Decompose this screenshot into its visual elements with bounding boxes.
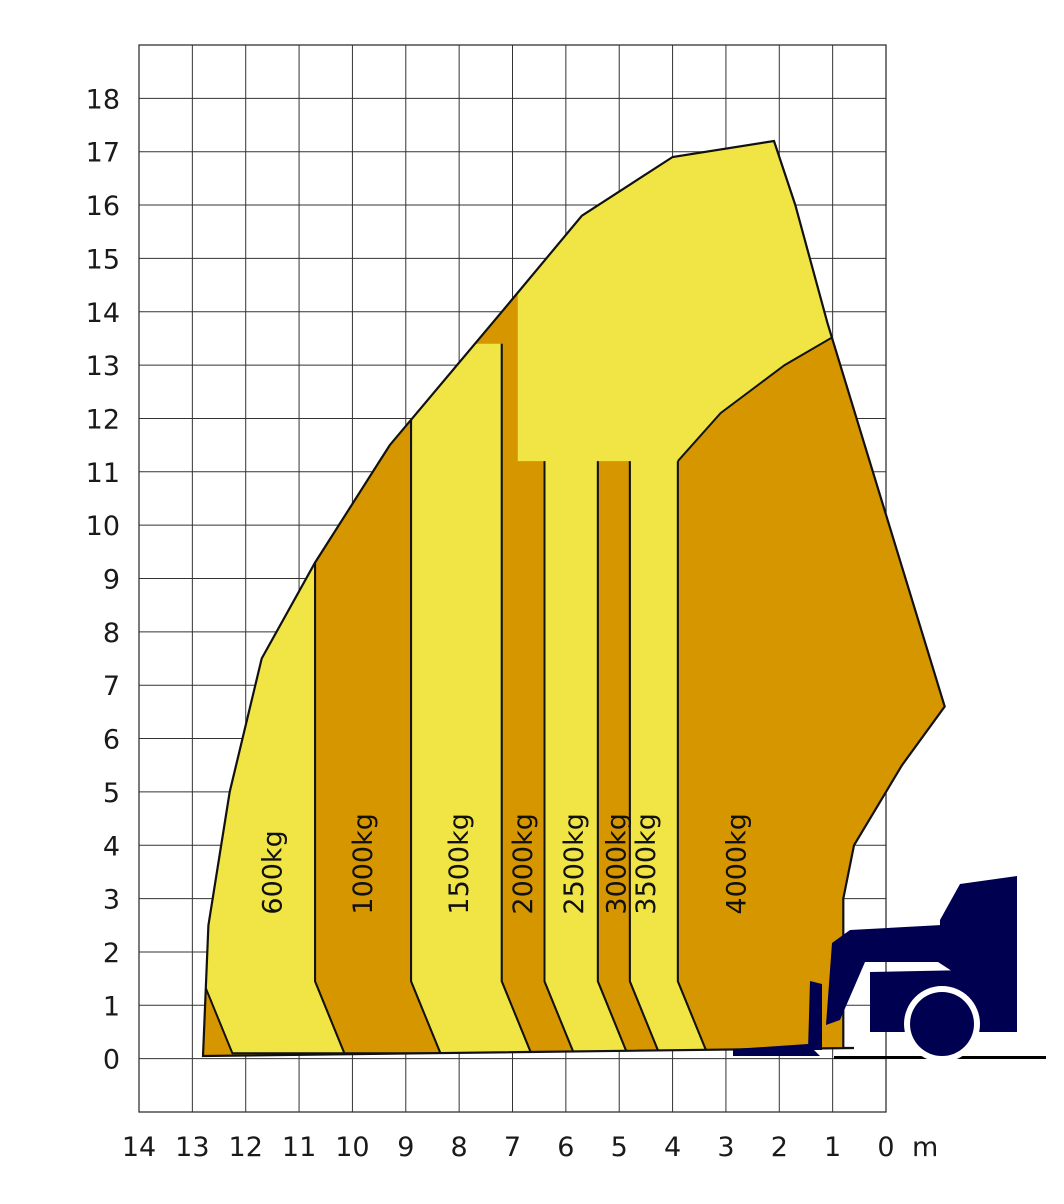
y-tick-label: 14 bbox=[86, 298, 120, 329]
x-tick-label: 6 bbox=[557, 1132, 574, 1163]
x-tick-label: 5 bbox=[611, 1132, 628, 1163]
y-tick-label: 18 bbox=[86, 84, 120, 115]
fork-tine bbox=[733, 1044, 820, 1056]
telehandler-silhouette bbox=[733, 876, 1046, 1062]
x-tick-label: 4 bbox=[664, 1132, 681, 1163]
zone-label: 2500kg bbox=[559, 813, 590, 915]
zone-labels: 600kg 1000kg 1500kg 2000kg 2500kg 3000kg3500k… bbox=[257, 813, 752, 915]
y-tick-label: 2 bbox=[103, 938, 120, 969]
y-tick-label: 10 bbox=[86, 511, 120, 542]
x-tick-label: 0 bbox=[877, 1132, 894, 1163]
y-tick-label: 5 bbox=[103, 778, 120, 809]
zone-label: 4000kg bbox=[722, 813, 753, 915]
front-wheel-tire bbox=[910, 992, 974, 1056]
x-tick-label: 13 bbox=[175, 1132, 209, 1163]
y-tick-label: 17 bbox=[86, 138, 120, 169]
y-tick-label: 4 bbox=[103, 831, 120, 862]
x-tick-label: 8 bbox=[451, 1132, 468, 1163]
zone-cap-fill bbox=[517, 141, 945, 462]
working-envelope bbox=[201, 139, 946, 1058]
y-tick-label: 12 bbox=[86, 404, 120, 435]
x-tick-label: 10 bbox=[335, 1132, 369, 1163]
y-tick-label: 15 bbox=[86, 244, 120, 275]
y-tick-label: 16 bbox=[86, 191, 120, 222]
zone-cap-line bbox=[677, 326, 850, 462]
x-tick-label: 9 bbox=[397, 1132, 414, 1163]
zone-label: 1000kg bbox=[348, 813, 379, 915]
x-tick-label: 14 bbox=[122, 1132, 156, 1163]
x-tick-label: 2 bbox=[771, 1132, 788, 1163]
x-tick-label: 3 bbox=[717, 1132, 734, 1163]
x-unit-label: m bbox=[912, 1132, 938, 1163]
y-tick-label: 3 bbox=[103, 885, 120, 916]
y-tick-label: 6 bbox=[103, 725, 120, 756]
zone-label: 3000kg bbox=[602, 813, 633, 915]
y-tick-label: 13 bbox=[86, 351, 120, 382]
zone-label: 3500kg bbox=[631, 813, 662, 915]
envelope-outline bbox=[201, 139, 946, 1058]
y-tick-label: 9 bbox=[103, 565, 120, 596]
x-tick-label: 7 bbox=[504, 1132, 521, 1163]
x-tick-label: 1 bbox=[824, 1132, 841, 1163]
carriage bbox=[808, 981, 822, 1050]
zone-label: 1500kg bbox=[444, 813, 475, 915]
x-tick-label: 11 bbox=[282, 1132, 316, 1163]
cab bbox=[940, 876, 1017, 930]
zone-label: 600kg bbox=[257, 830, 288, 914]
y-tick-label: 7 bbox=[103, 671, 120, 702]
zone-label: 2000kg bbox=[508, 813, 539, 915]
boom-arm bbox=[826, 924, 1017, 1025]
y-tick-label: 1 bbox=[103, 991, 120, 1022]
y-tick-label: 0 bbox=[103, 1045, 120, 1076]
x-tick-label: 12 bbox=[229, 1132, 263, 1163]
y-tick-label: 11 bbox=[86, 458, 120, 489]
y-tick-label: 8 bbox=[103, 618, 120, 649]
x-axis-ticks: 14 13 12 11 10 9 8 7 6 5 4 3 2 1 0 bbox=[122, 1132, 895, 1163]
